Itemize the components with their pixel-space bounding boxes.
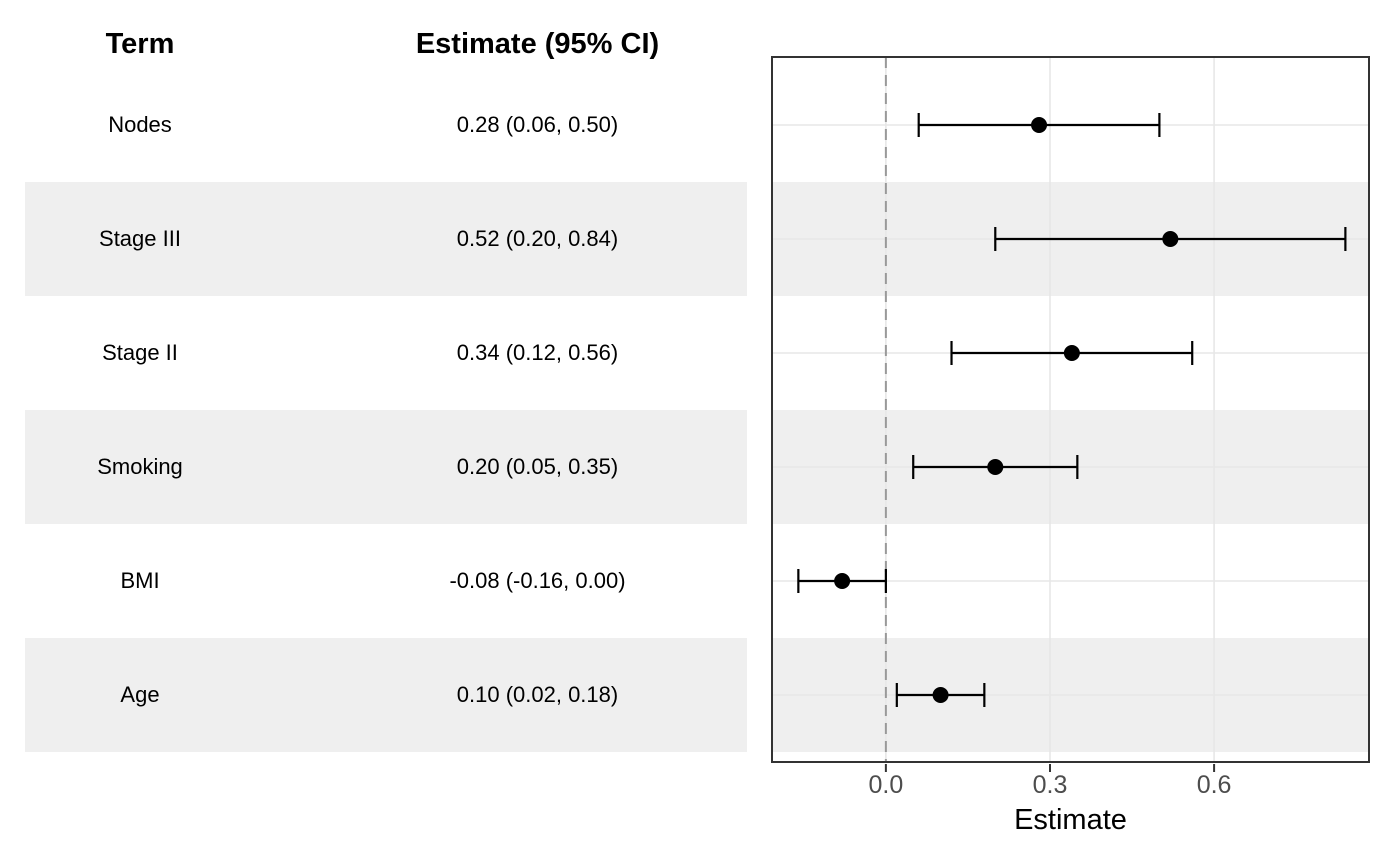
row-stripe xyxy=(25,182,747,296)
estimate-label: 0.20 (0.05, 0.35) xyxy=(456,454,619,479)
estimate-label: -0.08 (-0.16, 0.00) xyxy=(449,568,626,593)
term-label: Stage III xyxy=(99,226,181,251)
estimate-column-header: Estimate (95% CI) xyxy=(415,27,660,60)
estimate-point xyxy=(1162,231,1179,247)
estimate-label: 0.52 (0.20, 0.84) xyxy=(456,226,619,251)
term-label: Nodes xyxy=(108,112,172,137)
row-stripe xyxy=(25,638,747,752)
panel-border xyxy=(771,56,1370,763)
table-row: Nodes 0.28 (0.06, 0.50) xyxy=(0,68,747,182)
x-axis-tick-label: 0.0 xyxy=(868,771,903,799)
term-label: Age xyxy=(120,682,160,707)
estimate-point xyxy=(1031,117,1048,133)
row-stripe xyxy=(25,410,747,524)
estimate-label: 0.34 (0.12, 0.56) xyxy=(456,340,619,365)
table-row: Stage III 0.52 (0.20, 0.84) xyxy=(0,182,747,296)
table-row: Smoking 0.20 (0.05, 0.35) xyxy=(0,410,747,524)
table-row: Age 0.10 (0.02, 0.18) xyxy=(0,638,747,752)
term-label: Smoking xyxy=(97,454,183,479)
estimate-point xyxy=(932,687,949,703)
estimate-label: 0.28 (0.06, 0.50) xyxy=(456,112,619,137)
estimate-point xyxy=(834,573,851,589)
term-column-header: Term xyxy=(105,27,175,60)
x-axis-tick-label: 0.6 xyxy=(1197,771,1232,799)
table-row: BMI -0.08 (-0.16, 0.00) xyxy=(0,524,747,638)
x-axis-tick-label: 0.3 xyxy=(1033,771,1068,799)
estimate-point xyxy=(987,459,1004,475)
x-axis-title: Estimate xyxy=(1014,804,1127,836)
estimate-point xyxy=(1063,345,1080,361)
term-label: BMI xyxy=(120,568,160,593)
term-label: Stage II xyxy=(102,340,178,365)
table-row: Stage II 0.34 (0.12, 0.56) xyxy=(0,296,747,410)
estimate-label: 0.10 (0.02, 0.18) xyxy=(456,682,619,707)
